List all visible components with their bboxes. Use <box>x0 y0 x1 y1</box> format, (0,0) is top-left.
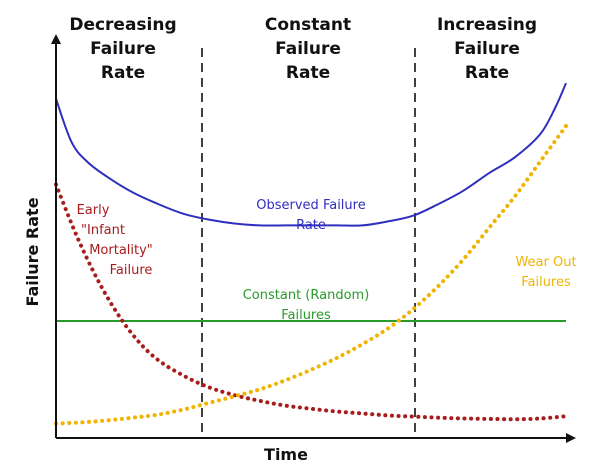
region-title-line: Failure <box>90 39 156 59</box>
wear-out-failures-label: Wear Out Failures <box>515 255 576 290</box>
y-axis-label: Failure Rate <box>23 197 42 306</box>
observed-failure-rate-label: Observed Failure Rate <box>256 198 365 233</box>
region-title-line: Rate <box>101 63 145 83</box>
constant-random-failures-label: Constant (Random) Failures <box>243 288 370 323</box>
region-title-decreasing: Decreasing Failure Rate <box>69 15 176 83</box>
region-title-line: Failure <box>275 39 341 59</box>
curve-label-line: "Infant <box>81 223 125 238</box>
region-title-line: Rate <box>465 63 509 83</box>
early-infant-mortality-curve <box>54 182 568 422</box>
region-title-line: Rate <box>286 63 330 83</box>
curve-label-line: Constant (Random) <box>243 288 370 303</box>
x-axis-label: Time <box>264 445 308 464</box>
wear-out-failures-curve <box>54 124 568 426</box>
curve-label-line: Wear Out <box>515 255 576 270</box>
region-title-line: Failure <box>454 39 520 59</box>
region-title-constant: Constant Failure Rate <box>265 15 351 83</box>
curve-label-line: Failure <box>110 263 153 278</box>
region-title-line: Increasing <box>437 15 537 35</box>
region-title-line: Decreasing <box>69 15 176 35</box>
curve-label-line: Failures <box>521 275 571 290</box>
observed-failure-rate-curve <box>55 82 567 227</box>
curve-label-line: Observed Failure <box>256 198 365 213</box>
curve-label-line: Failures <box>281 308 331 323</box>
early-infant-mortality-label: Early "Infant Mortality" Failure <box>77 203 153 278</box>
curve-label-line: Early <box>77 203 110 218</box>
region-title-line: Constant <box>265 15 351 35</box>
curve-label-line: Mortality" <box>89 243 153 258</box>
region-title-increasing: Increasing Failure Rate <box>437 15 537 83</box>
curve-label-line: Rate <box>296 218 326 233</box>
